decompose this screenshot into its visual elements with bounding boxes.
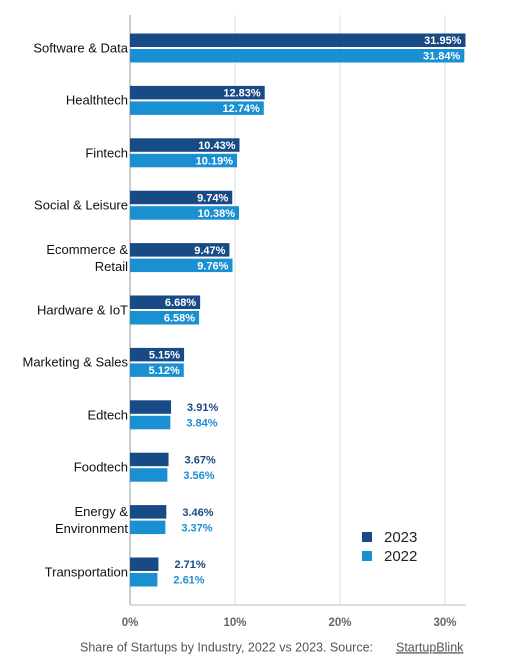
y-tick-label: Hardware & IoT [36,302,128,318]
value-label: 31.95% [424,35,462,47]
caption: Share of Startups by Industry, 2022 vs 2… [80,640,373,654]
bar [130,363,184,377]
value-label: 10.19% [196,155,234,167]
bar [130,190,233,205]
legend-swatch [362,551,372,561]
value-label: 3.91% [187,402,218,414]
bar [130,400,172,414]
value-label: 6.68% [165,297,196,309]
legend-label: 2022 [384,548,417,565]
y-tick-label: Energy & Environment [55,503,128,536]
value-label: 6.58% [164,313,195,325]
x-tick-label: 20% [328,617,351,629]
bar [130,415,171,430]
value-label: 5.12% [149,365,180,377]
y-tick-label: Edtech [87,407,128,423]
value-label: 31.84% [423,51,461,63]
bar [130,85,265,100]
y-tick-label: Software & Data [33,40,128,56]
bar [130,347,185,362]
value-label: 2.71% [174,559,205,571]
value-label: 3.67% [185,454,216,466]
y-tick-label: Ecommerce & Retail [46,241,128,274]
y-tick-label: Healthtech [65,92,128,108]
legend-label: 2023 [384,529,417,546]
value-label: 3.56% [183,470,214,482]
legend-swatch [362,532,372,542]
value-label: 3.46% [182,507,213,519]
bar [130,258,233,273]
bar [130,505,167,519]
bar [130,295,201,309]
value-label: 10.43% [198,140,236,152]
value-label: 12.83% [223,88,261,100]
value-label: 10.38% [198,208,236,220]
bar [130,573,158,587]
value-label: 3.84% [186,417,217,429]
value-label: 2.61% [173,575,204,587]
bar [130,557,159,571]
y-tick-label: Marketing & Sales [22,354,129,370]
value-label: 9.74% [197,192,228,204]
value-label: 5.15% [149,350,180,362]
value-label: 9.76% [197,260,228,272]
bar [130,153,237,168]
y-tick-label: Fintech [85,145,128,161]
source-link[interactable]: StartupBlink [396,640,464,654]
bar [130,138,240,152]
bar [130,311,200,325]
value-label: 12.74% [222,103,260,115]
bar [130,101,264,115]
x-tick-label: 10% [223,617,246,629]
x-tick-label: 30% [433,617,456,629]
value-label: 3.37% [181,522,212,534]
y-tick-label: Foodtech [73,459,128,475]
y-tick-label: Transportation [44,564,128,580]
bar [130,206,239,220]
x-tick-label: 0% [122,617,139,629]
y-tick-label: Social & Leisure [34,197,128,213]
bar [130,33,466,47]
bar [130,49,465,63]
value-label: 9.47% [194,245,225,257]
bar [130,520,166,535]
bar [130,243,230,257]
bar [130,452,169,467]
bar [130,468,168,482]
